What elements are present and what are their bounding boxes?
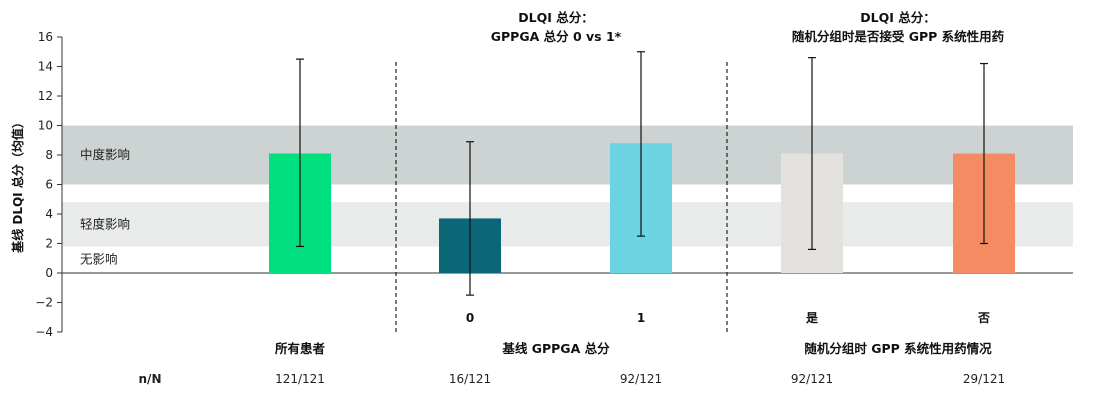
- group-title-line2-1: 随机分组时是否接受 GPP 系统性用药: [792, 29, 1005, 44]
- category-label-4: 否: [977, 311, 990, 325]
- category-label-3: 是: [805, 311, 819, 325]
- impact-bands: [62, 125, 1073, 273]
- nn-value-1: 16/121: [449, 372, 491, 386]
- group-title-line2-0: GPPGA 总分 0 vs 1*: [491, 29, 622, 44]
- y-tick-label: 6: [45, 178, 53, 192]
- band-label-2: 中度影响: [80, 147, 130, 162]
- y-tick-label: 12: [38, 89, 53, 103]
- y-tick-label: 0: [45, 266, 53, 280]
- band-1: [62, 202, 1073, 247]
- nn-value-0: 121/121: [275, 372, 325, 386]
- y-axis-title: 基线 DLQI 总分（均值）: [10, 116, 25, 254]
- y-tick-label: 2: [45, 237, 53, 251]
- band-label-1: 轻度影响: [80, 216, 130, 231]
- y-tick-label: −2: [35, 296, 53, 310]
- y-tick-label: 16: [38, 30, 53, 44]
- group-title-line1-0: DLQI 总分：: [518, 10, 593, 25]
- group-label-1: 基线 GPPGA 总分: [501, 341, 610, 356]
- y-tick-label: −4: [35, 325, 53, 339]
- y-tick-label: 4: [45, 207, 53, 221]
- group-dividers: [395, 62, 728, 332]
- nn-value-2: 92/121: [620, 372, 662, 386]
- category-label-2: 1: [637, 311, 645, 325]
- labels-layer: 无影响 轻度影响 中度影响 121/121 0 16/121 1 92/121 是 92/121 否…: [80, 10, 1005, 386]
- category-label-1: 0: [466, 311, 474, 325]
- y-tick-label: 8: [45, 148, 53, 162]
- band-0: [62, 246, 1073, 273]
- nn-value-4: 29/121: [963, 372, 1005, 386]
- group-label-2: 随机分组时 GPP 系统性用药情况: [804, 341, 992, 356]
- nn-value-3: 92/121: [791, 372, 833, 386]
- band-label-0: 无影响: [80, 252, 118, 267]
- band-2: [62, 125, 1073, 185]
- group-title-line1-1: DLQI 总分：: [860, 10, 935, 25]
- bars-layer: [269, 51, 1015, 296]
- group-label-0: 所有患者: [275, 341, 326, 356]
- y-tick-label: 14: [38, 60, 53, 74]
- nn-row-label: n/N: [139, 372, 162, 386]
- y-tick-label: 10: [38, 119, 53, 133]
